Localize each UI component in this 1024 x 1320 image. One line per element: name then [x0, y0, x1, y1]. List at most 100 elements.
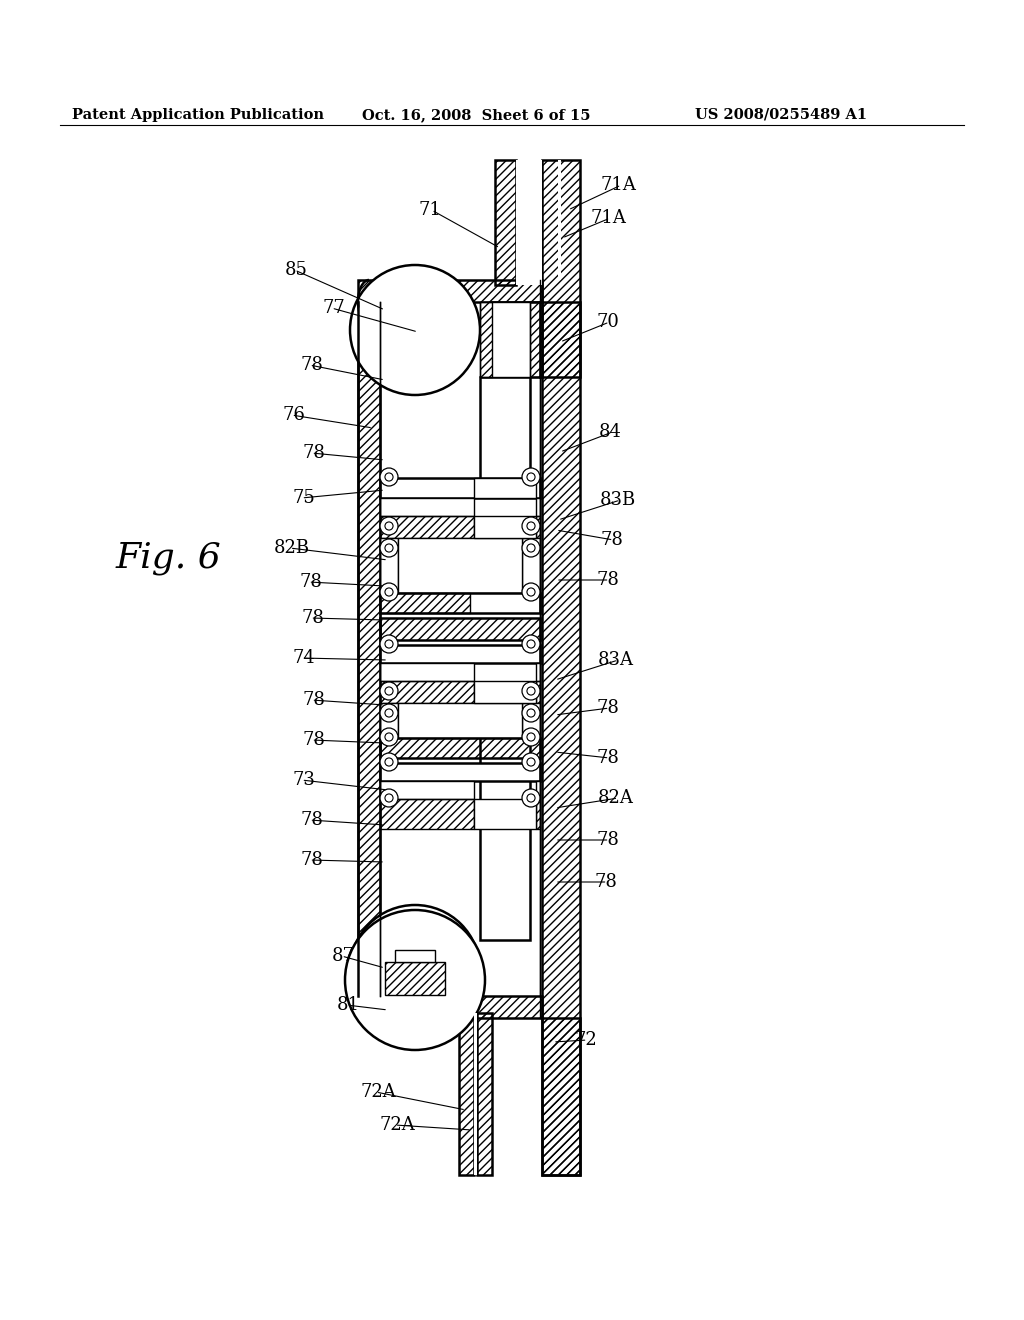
Text: 82B: 82B [273, 539, 310, 557]
Bar [522, 704, 540, 738]
Bar [480, 730, 530, 940]
Text: 71A: 71A [601, 176, 637, 194]
Circle shape [350, 265, 480, 395]
Circle shape [522, 583, 540, 601]
Circle shape [527, 758, 536, 766]
Bar [540, 302, 580, 378]
Text: 72: 72 [574, 1031, 597, 1049]
Bar [380, 704, 398, 738]
Text: 71: 71 [418, 201, 441, 219]
Circle shape [380, 469, 398, 486]
Circle shape [522, 539, 540, 557]
Text: 78: 78 [600, 531, 623, 549]
Bar [459, 1012, 474, 1175]
Circle shape [355, 271, 475, 389]
Circle shape [380, 635, 398, 653]
Text: 72A: 72A [379, 1115, 415, 1134]
Bar [398, 704, 522, 738]
Circle shape [522, 469, 540, 486]
Circle shape [522, 729, 540, 746]
Circle shape [350, 906, 480, 1035]
Text: 84: 84 [599, 422, 622, 441]
Text: 78: 78 [596, 700, 618, 717]
Bar [380, 763, 540, 781]
Circle shape [522, 682, 540, 700]
Text: 78: 78 [596, 748, 618, 767]
Bar [480, 302, 530, 378]
Bar [380, 478, 540, 498]
Bar [480, 302, 492, 378]
Bar [522, 539, 540, 593]
Circle shape [355, 909, 475, 1030]
Text: 78: 78 [594, 873, 616, 891]
Bar [385, 962, 445, 995]
Text: US 2008/0255489 A1: US 2008/0255489 A1 [695, 108, 867, 121]
Circle shape [527, 587, 536, 597]
Bar [536, 781, 540, 799]
Bar [542, 1018, 580, 1175]
Circle shape [385, 733, 393, 741]
Bar [558, 160, 561, 280]
Circle shape [527, 686, 536, 696]
Text: 78: 78 [300, 851, 323, 869]
Circle shape [385, 758, 393, 766]
Text: Patent Application Publication: Patent Application Publication [72, 108, 324, 121]
Circle shape [380, 704, 398, 722]
Text: 78: 78 [299, 573, 322, 591]
Bar [358, 997, 542, 1018]
Text: Oct. 16, 2008  Sheet 6 of 15: Oct. 16, 2008 Sheet 6 of 15 [362, 108, 591, 121]
Bar [380, 593, 540, 612]
Circle shape [380, 789, 398, 807]
Text: 76: 76 [283, 407, 305, 424]
Text: 78: 78 [596, 832, 618, 849]
Text: 78: 78 [596, 572, 618, 589]
Text: 78: 78 [300, 810, 323, 829]
Circle shape [385, 686, 393, 696]
Bar [358, 302, 380, 997]
Text: 78: 78 [302, 731, 325, 748]
Circle shape [385, 587, 393, 597]
Bar [380, 663, 474, 681]
Circle shape [527, 521, 536, 531]
Circle shape [522, 789, 540, 807]
Bar [398, 539, 522, 593]
Circle shape [527, 473, 536, 480]
Circle shape [527, 640, 536, 648]
Circle shape [522, 517, 540, 535]
Text: 78: 78 [302, 690, 325, 709]
Bar [530, 302, 542, 378]
Bar [380, 618, 540, 640]
Text: 74: 74 [292, 649, 315, 667]
Bar [395, 950, 435, 962]
Bar [380, 302, 542, 997]
Bar [380, 516, 474, 539]
Circle shape [527, 544, 536, 552]
Text: 83A: 83A [598, 651, 634, 669]
Text: 75: 75 [292, 488, 315, 507]
Circle shape [385, 521, 393, 531]
Text: 77: 77 [323, 300, 345, 317]
Text: 78: 78 [300, 356, 323, 374]
Circle shape [380, 539, 398, 557]
Circle shape [380, 729, 398, 746]
Circle shape [385, 473, 393, 480]
Text: 82A: 82A [598, 789, 634, 807]
Circle shape [527, 793, 536, 803]
Bar [474, 1012, 477, 1175]
Bar [477, 1012, 492, 1175]
Bar [474, 799, 536, 829]
Bar [474, 681, 536, 704]
Bar [536, 498, 540, 516]
Text: 72A: 72A [360, 1082, 396, 1101]
Bar [495, 160, 516, 285]
Text: 70: 70 [596, 313, 618, 331]
Circle shape [385, 640, 393, 648]
Circle shape [380, 583, 398, 601]
Circle shape [522, 752, 540, 771]
Bar [516, 160, 542, 285]
Text: 85: 85 [285, 261, 308, 279]
Text: 71A: 71A [590, 209, 626, 227]
Bar [474, 478, 536, 498]
Text: 83B: 83B [600, 491, 636, 510]
Bar [536, 681, 540, 704]
